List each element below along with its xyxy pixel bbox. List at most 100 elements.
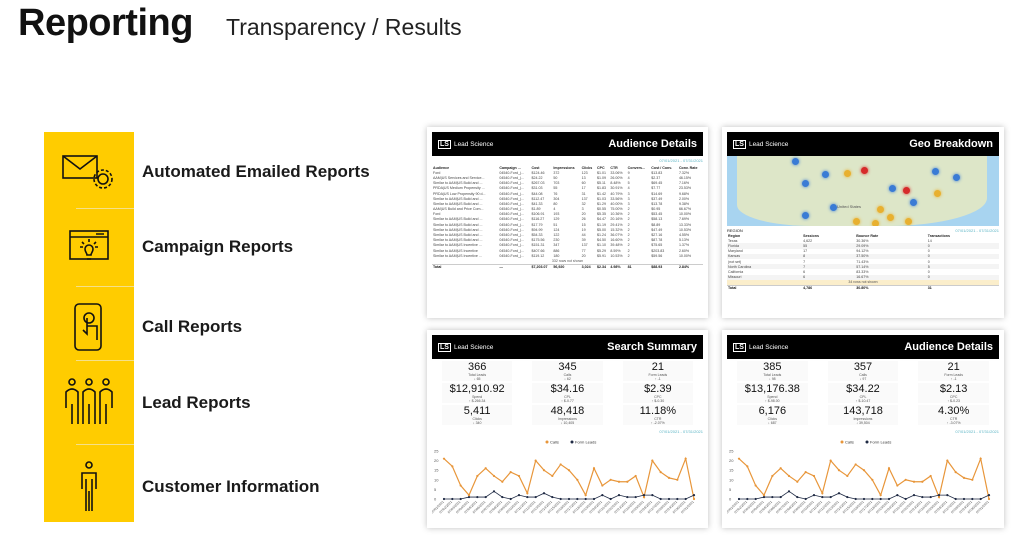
cell: 30.80% <box>855 284 927 292</box>
cell: $31.03 <box>531 186 543 191</box>
cell: — <box>498 263 531 270</box>
people-group-icon <box>44 378 134 428</box>
cell: 44 <box>581 233 586 238</box>
cell: $4.50 <box>596 238 606 243</box>
kpi-card: 48,418 Impressions ↓ 10,405 <box>532 405 603 425</box>
kpi-card: $34.16 CPL ↑ $-0.77 <box>532 383 603 403</box>
cell: 703 <box>553 181 560 186</box>
cell: Similar to AAM|US Build and ... <box>433 233 483 238</box>
cell: 16.60% <box>610 238 623 243</box>
geo-table: Region Sessions Bounce Rate Transactions Tex… <box>727 233 999 292</box>
map-marker <box>887 214 894 221</box>
kpi-delta: ↑ $-98.00 <box>765 399 780 403</box>
table-row: Maryland 17 94.12% 0 <box>727 249 999 254</box>
page-title: Reporting <box>18 2 193 44</box>
cell: 10.00% <box>678 253 692 258</box>
kpi-delta: ↑ $-10.47 <box>855 399 871 403</box>
cell: 33.06% <box>610 170 623 175</box>
cell: $59.56 <box>651 253 663 258</box>
date-range: 07/01/2021 - 07/31/2021 <box>955 429 999 434</box>
data-point <box>601 484 604 487</box>
data-point <box>492 490 496 493</box>
data-point <box>517 494 521 497</box>
data-point <box>762 495 766 499</box>
table-note-row: 332 rows not shown <box>432 258 703 264</box>
lead-science-logo: LS Lead Science <box>438 139 494 149</box>
kpi-card: 21 Form Leads ↑ -1 <box>918 361 989 381</box>
cell: 36.07% <box>610 233 623 238</box>
kpi-delta: ↑ $-266.34 <box>468 399 486 403</box>
cell: 04540-Ford_j... <box>499 227 524 232</box>
cell: 04540-Ford_j... <box>499 175 524 180</box>
cell: 37.50% <box>856 254 869 259</box>
map-marker <box>910 199 917 206</box>
data-point <box>854 463 857 466</box>
data-point <box>837 492 841 495</box>
cell: 2 <box>627 217 630 222</box>
map-marker <box>802 212 809 219</box>
chart-container: 0 5 10 15 20 25 Calls Form Leads 07/01/2021 07/02… <box>725 437 999 528</box>
kpi-delta: ↓ 340 <box>472 421 482 425</box>
audience-dashboard-report-thumbnail: LS Lead Science Audience Details 385 Total L… <box>722 330 1004 528</box>
cell: Similar to AAM|US Build and ... <box>433 217 483 222</box>
kpi-delta: ↑ -2.07% <box>650 421 665 425</box>
cell: 60 <box>581 181 586 186</box>
data-point <box>762 494 766 497</box>
kpi-card: 5,411 Clicks ↓ 340 <box>442 405 513 425</box>
cell: $13.78 <box>651 201 663 206</box>
cell: $267.03 <box>531 181 545 186</box>
cell: Similar to AAM|US Incentive <box>433 248 478 253</box>
kpi-card: 385 Total Leads ↓ 98 <box>737 361 808 381</box>
map-marker <box>877 206 884 213</box>
cell: 10.00% <box>678 212 692 217</box>
cell: 26 <box>581 217 586 222</box>
y-tick-label: 0 <box>729 497 732 502</box>
kpi-value: $2.13 <box>939 383 968 395</box>
table-row: Similar to AAM|US Incentive 04540-Ford_j.… <box>432 248 703 253</box>
kpi-value: 5,411 <box>463 405 491 417</box>
series-line-calls <box>738 456 990 500</box>
column-header: Convers... <box>627 165 646 170</box>
data-point <box>451 465 454 468</box>
cell: Total <box>727 284 803 292</box>
cell: 04540-Ford_j... <box>499 233 524 238</box>
cell: $54.33 <box>531 233 543 238</box>
data-point <box>796 480 799 483</box>
table-row: Similar to AAM|US Build and ... 04540-For… <box>432 196 703 201</box>
feature-lead-reports: Lead Reports <box>44 364 404 442</box>
data-point <box>467 495 471 499</box>
data-point <box>542 492 546 495</box>
y-tick-label: 20 <box>729 458 734 463</box>
data-point <box>954 497 957 501</box>
kpi-label: CPC <box>949 395 958 399</box>
cell: $1.24 <box>596 233 606 238</box>
cell: $1.42 <box>596 191 606 196</box>
data-point <box>812 494 816 497</box>
feature-customer-information: Customer Information <box>44 448 404 526</box>
data-point <box>626 480 629 483</box>
cell: 122 <box>553 233 560 238</box>
data-point <box>692 494 696 497</box>
divider <box>76 286 134 287</box>
feature-automated-emailed-reports: Automated Emailed Reports <box>44 133 404 211</box>
cell: 9 <box>627 170 630 175</box>
cell: $44.08 <box>531 191 543 196</box>
cell: 04540-Ford_j... <box>499 201 524 206</box>
feature-icon-panel <box>44 132 134 522</box>
cell: 7.69% <box>678 217 690 222</box>
data-point <box>779 467 782 470</box>
kpi-value: $13,176.38 <box>744 383 800 395</box>
data-point <box>626 495 629 499</box>
cell: 39 <box>581 238 586 243</box>
cell: 5 <box>927 264 930 269</box>
data-point <box>879 494 882 497</box>
data-point <box>904 497 907 501</box>
person-icon <box>44 461 134 513</box>
lead-science-logo: LS Lead Science <box>733 139 789 149</box>
report-header: LS Lead Science Search Summary <box>432 335 703 359</box>
kpi-label: Form Leads <box>944 373 963 377</box>
cell: Florida <box>728 243 739 248</box>
kpi-delta: ↑ -1 <box>654 377 661 381</box>
table-row: Similar to AAM|US Build and ... 04540-For… <box>432 227 703 232</box>
